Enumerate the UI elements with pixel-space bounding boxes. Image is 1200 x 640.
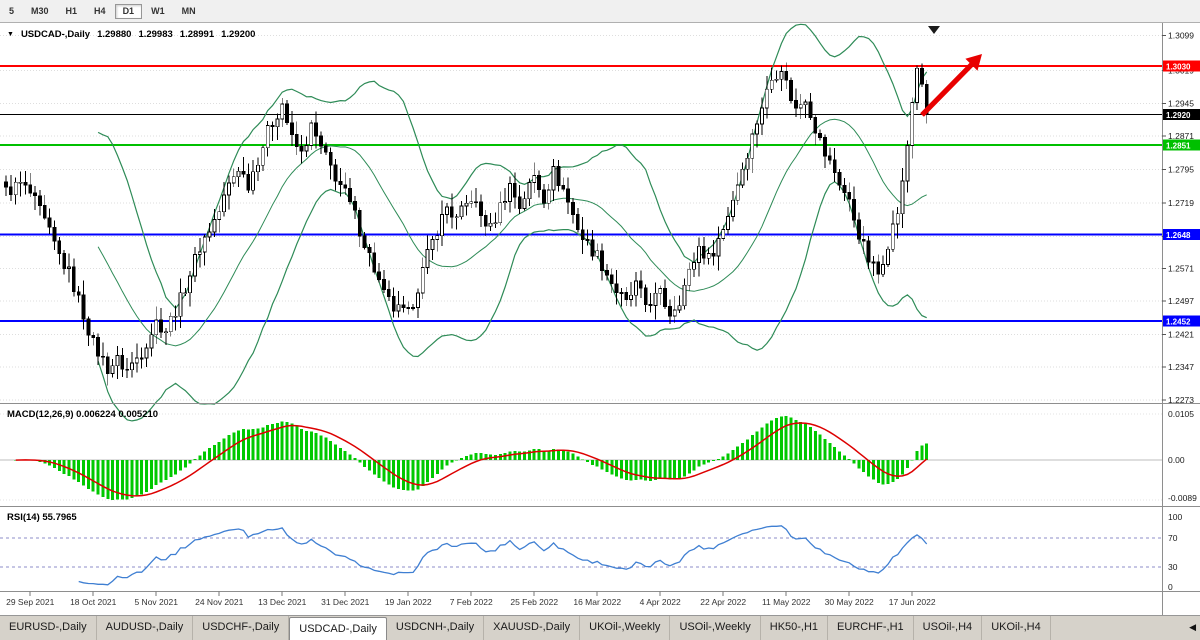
date-axis: 29 Sep 2021 18 Oct 2021 5 Nov 2021 24 Nov 2… [6, 591, 936, 607]
chart-symbol-period: USDCAD-,Daily [20, 29, 91, 40]
svg-text:30: 30 [1168, 562, 1178, 572]
svg-text:4 Apr 2022: 4 Apr 2022 [640, 597, 681, 607]
tab-scroll-left-icon[interactable]: ◀ [1185, 616, 1200, 640]
horizontal-lines [0, 64, 1162, 322]
chart-symbol-dropdown-icon: ▼ [7, 31, 14, 38]
chart-tabbar: EURUSD-,Daily AUDUSD-,Daily USDCHF-,Daily U… [0, 615, 1200, 640]
tab-ukoil-weekly[interactable]: UKOil-,Weekly [580, 616, 671, 640]
macd-signal-line [15, 422, 928, 497]
shift-marker [928, 26, 940, 34]
svg-text:1.2795: 1.2795 [1168, 165, 1194, 175]
bollinger-bands [97, 23, 928, 422]
tab-usdchf-daily[interactable]: USDCHF-,Daily [193, 616, 290, 640]
svg-text:0.00: 0.00 [1168, 455, 1185, 465]
svg-text:1.2273: 1.2273 [1168, 395, 1194, 405]
svg-text:100: 100 [1168, 512, 1182, 522]
svg-text:31 Dec 2021: 31 Dec 2021 [321, 597, 369, 607]
svg-text:1.2571: 1.2571 [1168, 263, 1194, 273]
ohlc-close: 1.29200 [221, 29, 256, 40]
timeframe-button-5[interactable]: 5 [9, 5, 15, 16]
svg-text:1.3030: 1.3030 [1166, 62, 1191, 71]
macd-label: MACD(12,26,9) 0.006224 0.005210 [7, 409, 159, 420]
timeframe-toolbar: 5 M30 H1 H4 D1 W1 MN [0, 0, 1200, 23]
svg-text:17 Jun 2022: 17 Jun 2022 [889, 597, 936, 607]
tab-ukoil-h4[interactable]: UKOil-,H4 [982, 616, 1051, 640]
rsi-levels [0, 537, 1162, 568]
ohlc-low: 1.28991 [179, 29, 215, 40]
chart-canvas[interactable]: 1.30991.30191.29451.28711.27951.27191.26… [0, 23, 1200, 615]
ohlc-high: 1.29983 [138, 29, 173, 40]
svg-text:0: 0 [1168, 582, 1173, 592]
timeframe-button-mn[interactable]: MN [181, 5, 196, 16]
svg-text:5 Nov 2021: 5 Nov 2021 [134, 597, 178, 607]
tab-audusd-daily[interactable]: AUDUSD-,Daily [97, 616, 194, 640]
svg-text:1.3099: 1.3099 [1168, 30, 1194, 40]
trend-arrow [920, 54, 982, 117]
svg-text:13 Dec 2021: 13 Dec 2021 [258, 597, 306, 607]
tab-usdcad-daily[interactable]: USDCAD-,Daily [289, 617, 387, 640]
timeframe-button-h1[interactable]: H1 [65, 5, 78, 16]
svg-text:0.0105: 0.0105 [1168, 409, 1194, 419]
svg-text:1.2648: 1.2648 [1166, 231, 1191, 240]
svg-text:1.2497: 1.2497 [1168, 296, 1194, 306]
tab-usoil-weekly[interactable]: USOil-,Weekly [670, 616, 761, 640]
svg-text:22 Apr 2022: 22 Apr 2022 [700, 597, 746, 607]
svg-text:1.2851: 1.2851 [1166, 141, 1191, 150]
tab-usdcnh-daily[interactable]: USDCNH-,Daily [387, 616, 485, 640]
timeframe-button-h4[interactable]: H4 [94, 5, 106, 16]
tab-hk50-h1[interactable]: HK50-,H1 [761, 616, 829, 640]
candles [4, 62, 929, 386]
macd-grid [0, 413, 1162, 501]
panel-separators [0, 23, 1200, 615]
svg-text:1.2920: 1.2920 [1166, 111, 1191, 120]
svg-text:18 Oct 2021: 18 Oct 2021 [70, 597, 117, 607]
chart-window[interactable]: 1.30991.30191.29451.28711.27951.27191.26… [0, 23, 1200, 615]
svg-text:1.2871: 1.2871 [1168, 131, 1194, 141]
svg-text:-0.0089: -0.0089 [1168, 493, 1197, 503]
tab-eurchf-h1[interactable]: EURCHF-,H1 [828, 616, 914, 640]
svg-text:19 Jan 2022: 19 Jan 2022 [385, 597, 432, 607]
svg-text:1.2452: 1.2452 [1166, 317, 1191, 326]
price-axis: 1.30991.30191.29451.28711.27951.27191.26… [1162, 30, 1200, 405]
rsi-label: RSI(14) 55.7965 [7, 512, 77, 523]
svg-text:29 Sep 2021: 29 Sep 2021 [6, 597, 54, 607]
svg-text:70: 70 [1168, 533, 1178, 543]
svg-text:25 Feb 2022: 25 Feb 2022 [510, 597, 558, 607]
svg-text:1.2347: 1.2347 [1168, 362, 1194, 372]
timeframe-button-d1[interactable]: D1 [114, 3, 143, 19]
svg-text:1.2719: 1.2719 [1168, 198, 1194, 208]
tab-eurusd-daily[interactable]: EURUSD-,Daily [0, 616, 97, 640]
tab-usoil-h4[interactable]: USOil-,H4 [914, 616, 983, 640]
svg-text:1.2945: 1.2945 [1168, 98, 1194, 108]
svg-text:30 May 2022: 30 May 2022 [825, 597, 874, 607]
macd-histogram [14, 416, 929, 500]
svg-text:1.2421: 1.2421 [1168, 330, 1194, 340]
timeframe-button-m30[interactable]: M30 [31, 5, 49, 16]
ohlc-open: 1.29880 [97, 29, 132, 40]
svg-text:16 Mar 2022: 16 Mar 2022 [573, 597, 621, 607]
timeframe-button-w1[interactable]: W1 [151, 5, 165, 16]
tab-xauusd-daily[interactable]: XAUUSD-,Daily [484, 616, 581, 640]
rsi-line [78, 525, 928, 586]
indicator-axis-labels: 0.0105 0.00 -0.0089 100 70 30 0 [1168, 409, 1197, 592]
svg-text:24 Nov 2021: 24 Nov 2021 [195, 597, 243, 607]
chart-title: ▼ USDCAD-,Daily 1.29880 1.29983 1.28991 … [7, 29, 262, 40]
svg-text:11 May 2022: 11 May 2022 [762, 597, 811, 607]
svg-text:7 Feb 2022: 7 Feb 2022 [450, 597, 493, 607]
